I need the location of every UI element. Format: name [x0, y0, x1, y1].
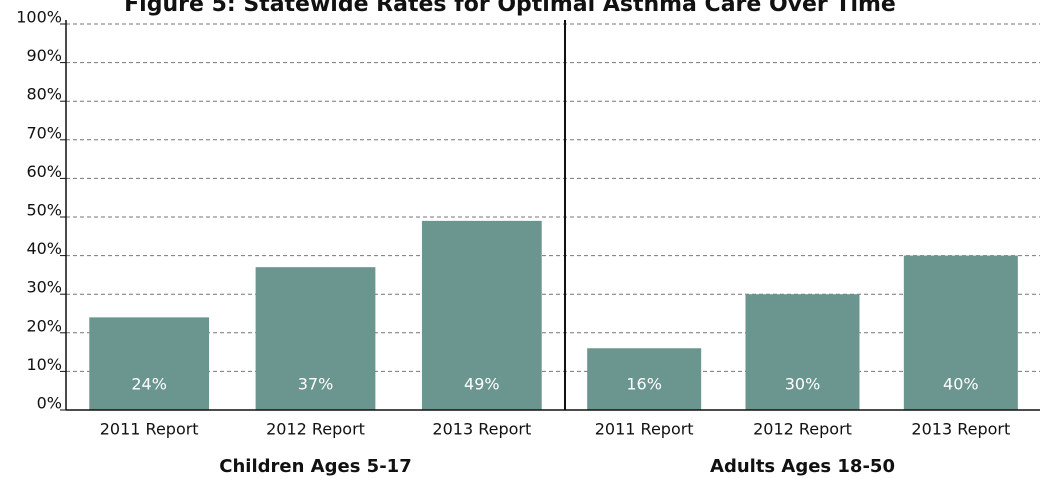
- group-label: Children Ages 5-17: [219, 456, 411, 477]
- x-tick-label: 2012 Report: [266, 420, 365, 439]
- y-tick-label: 70%: [26, 123, 62, 142]
- y-tick-label: 10%: [26, 355, 62, 374]
- y-tick-label: 40%: [26, 239, 62, 258]
- y-tick-label: 100%: [16, 8, 62, 27]
- y-tick-label: 60%: [26, 162, 62, 181]
- x-tick-label: 2012 Report: [753, 420, 852, 439]
- y-tick-label: 20%: [26, 316, 62, 335]
- value-label: 49%: [464, 375, 500, 394]
- bar: [587, 348, 702, 410]
- value-label: 16%: [626, 375, 662, 394]
- bar: [89, 317, 210, 410]
- value-label: 37%: [298, 375, 334, 394]
- chart-title: Figure 5: Statewide Rates for Optimal As…: [124, 0, 896, 17]
- x-tick-label: 2011 Report: [100, 420, 199, 439]
- y-tick-label: 80%: [26, 85, 62, 104]
- bar: [255, 267, 376, 410]
- value-label: 30%: [785, 375, 821, 394]
- group-label: Adults Ages 18-50: [710, 456, 895, 477]
- y-tick-label: 50%: [26, 201, 62, 220]
- y-tick-label: 0%: [37, 394, 62, 413]
- bar: [903, 255, 1018, 410]
- x-tick-label: 2013 Report: [432, 420, 531, 439]
- x-tick-label: 2011 Report: [595, 420, 694, 439]
- bar: [421, 220, 542, 410]
- value-label: 24%: [131, 375, 167, 394]
- x-tick-label: 2013 Report: [911, 420, 1010, 439]
- y-tick-label: 30%: [26, 278, 62, 297]
- bar: [745, 294, 860, 410]
- value-label: 40%: [943, 375, 979, 394]
- y-tick-label: 90%: [26, 46, 62, 65]
